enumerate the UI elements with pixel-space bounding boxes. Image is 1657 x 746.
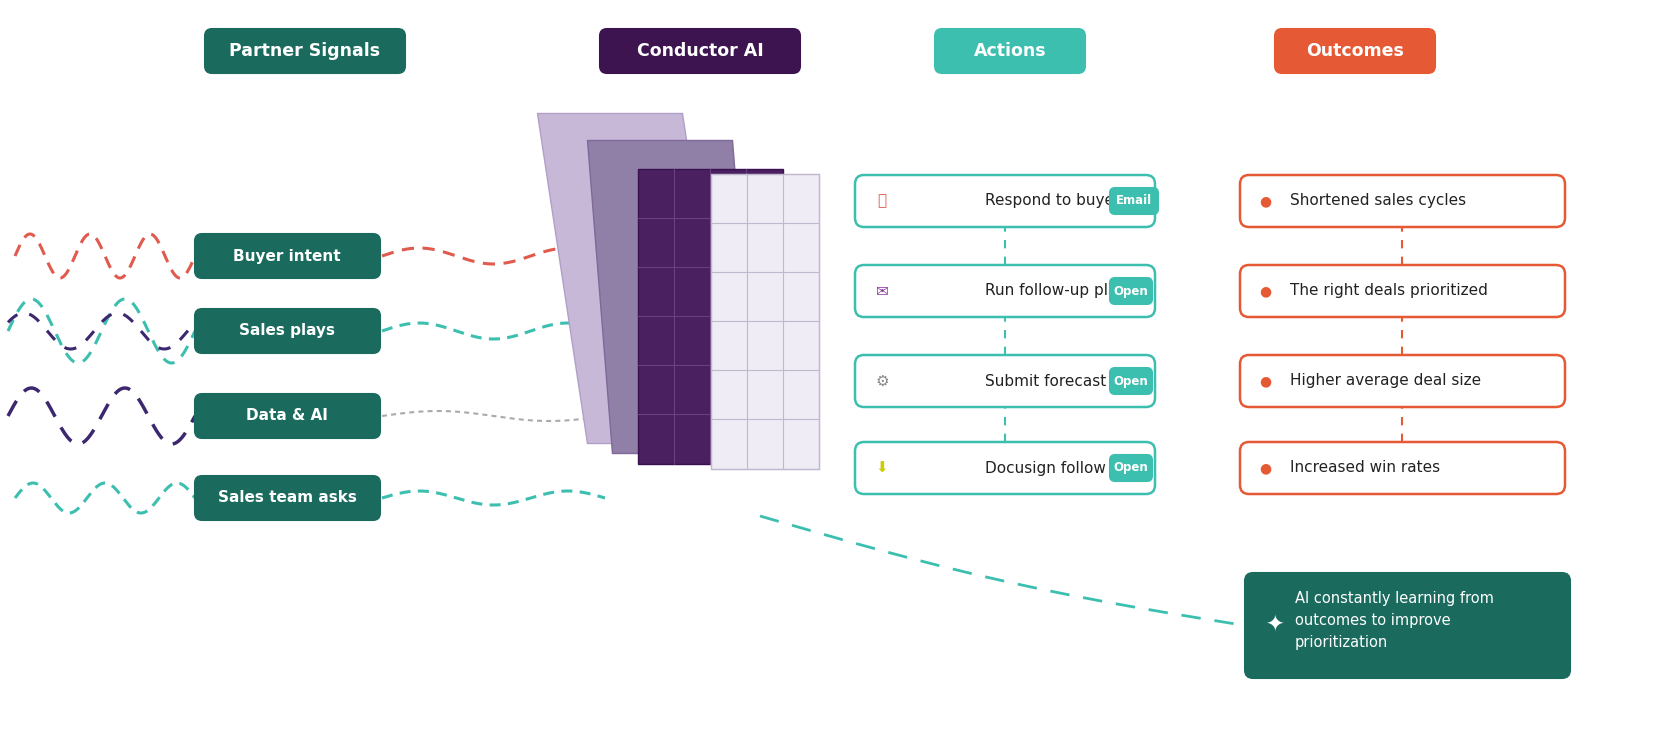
Text: Open: Open	[1114, 374, 1148, 387]
Text: ●: ●	[1259, 194, 1271, 208]
Text: Shortened sales cycles: Shortened sales cycles	[1291, 193, 1466, 208]
FancyBboxPatch shape	[196, 394, 379, 438]
FancyBboxPatch shape	[935, 29, 1085, 73]
Text: Open: Open	[1114, 284, 1148, 298]
Text: AI constantly learning from
outcomes to improve
prioritization: AI constantly learning from outcomes to …	[1296, 591, 1495, 651]
Text: Run follow-up play: Run follow-up play	[984, 283, 1127, 298]
Text: Outcomes: Outcomes	[1306, 42, 1403, 60]
Text: ●: ●	[1259, 374, 1271, 388]
Text: The right deals prioritized: The right deals prioritized	[1291, 283, 1488, 298]
Text: ✉: ✉	[875, 283, 888, 298]
FancyBboxPatch shape	[1110, 368, 1152, 394]
FancyBboxPatch shape	[1110, 455, 1152, 481]
FancyBboxPatch shape	[205, 29, 404, 73]
Text: Buyer intent: Buyer intent	[234, 248, 341, 263]
Text: Respond to buyer: Respond to buyer	[984, 193, 1120, 208]
FancyBboxPatch shape	[1239, 175, 1564, 227]
Text: ✦: ✦	[1264, 615, 1284, 636]
Polygon shape	[638, 169, 782, 463]
Text: Data & AI: Data & AI	[245, 409, 328, 424]
FancyBboxPatch shape	[1110, 188, 1158, 214]
Text: ⚙: ⚙	[875, 374, 888, 389]
Text: Open: Open	[1114, 462, 1148, 474]
FancyBboxPatch shape	[1239, 355, 1564, 407]
FancyBboxPatch shape	[855, 442, 1155, 494]
Text: Sales plays: Sales plays	[239, 324, 335, 339]
Polygon shape	[711, 174, 819, 468]
Text: Sales team asks: Sales team asks	[217, 491, 356, 506]
FancyBboxPatch shape	[196, 309, 379, 353]
Text: Actions: Actions	[974, 42, 1046, 60]
Text: Submit forecast: Submit forecast	[984, 374, 1107, 389]
Text: Email: Email	[1115, 195, 1152, 207]
FancyBboxPatch shape	[196, 234, 379, 278]
Polygon shape	[588, 140, 757, 454]
FancyBboxPatch shape	[1110, 278, 1152, 304]
Text: Partner Signals: Partner Signals	[229, 42, 381, 60]
Text: Increased win rates: Increased win rates	[1291, 460, 1440, 475]
Text: ●: ●	[1259, 461, 1271, 475]
FancyBboxPatch shape	[600, 29, 800, 73]
FancyBboxPatch shape	[1239, 442, 1564, 494]
FancyBboxPatch shape	[855, 355, 1155, 407]
Text: ●: ●	[1259, 284, 1271, 298]
Text: 🔥: 🔥	[878, 193, 886, 208]
Text: Conductor AI: Conductor AI	[636, 42, 764, 60]
Polygon shape	[537, 113, 732, 444]
FancyBboxPatch shape	[196, 476, 379, 520]
Text: Docusign follow up: Docusign follow up	[984, 460, 1130, 475]
FancyBboxPatch shape	[855, 175, 1155, 227]
FancyBboxPatch shape	[1239, 265, 1564, 317]
FancyBboxPatch shape	[1244, 573, 1569, 678]
Text: ⬇: ⬇	[875, 460, 888, 475]
FancyBboxPatch shape	[855, 265, 1155, 317]
Text: Higher average deal size: Higher average deal size	[1291, 374, 1481, 389]
FancyBboxPatch shape	[1274, 29, 1435, 73]
